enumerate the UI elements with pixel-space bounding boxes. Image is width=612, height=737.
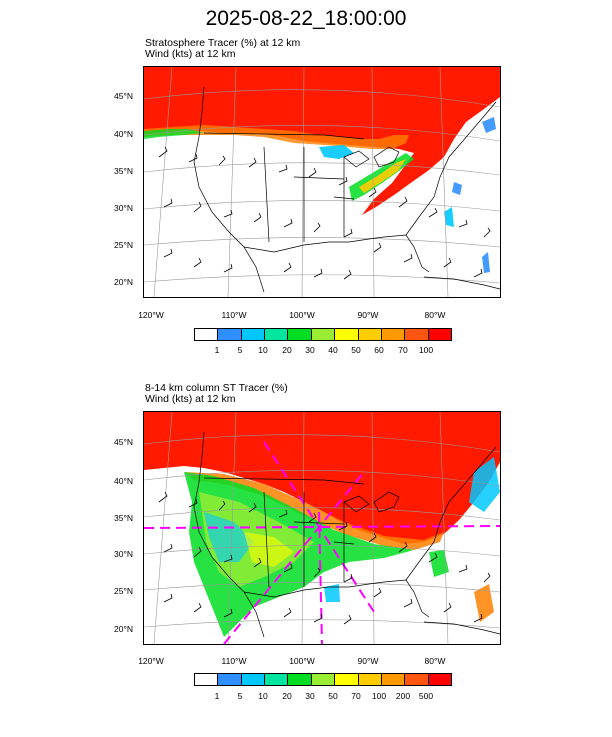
panel2-lat-30: 30°N	[114, 549, 133, 559]
panel1-title: Stratosphere Tracer (%) at 12 km Wind (k…	[145, 38, 300, 60]
panel1-title-line2: Wind (kts) at 12 km	[145, 48, 236, 60]
panel1-tracer-cyan-patch	[319, 145, 354, 159]
panel1-tracer-blue-south	[482, 252, 490, 273]
panel2-colorbar-swatch-7	[358, 674, 382, 685]
panel1-colorbar-swatch-2	[241, 329, 266, 340]
panel1-tracer-green	[144, 129, 204, 139]
panel1-colorbar-swatch-6	[335, 329, 359, 340]
panel2-colorbar-label: 1	[214, 691, 220, 701]
panel1-tracer-orange	[144, 125, 409, 149]
panel2-colorbar-label: 100	[371, 691, 387, 701]
panel1-colorbar-label: 70	[398, 345, 408, 355]
panel2-lon-90: 90°W	[357, 656, 379, 666]
panel1-lat-30: 30°N	[114, 203, 133, 213]
panel2-colorbar-swatch-10	[428, 674, 451, 685]
panel2-colorbar-label: 30	[305, 691, 315, 701]
panel2-colorbar-label: 200	[395, 691, 411, 701]
panel2-colorbar-label: 20	[282, 691, 292, 701]
panel2-colorbar-label: 70	[351, 691, 361, 701]
panel1-map	[143, 66, 501, 298]
panel1-colorbar-swatch-4	[288, 329, 312, 340]
panel1-colorbar-label: 60	[374, 345, 384, 355]
panel2-colorbar-swatch-9	[405, 674, 429, 685]
panel1-colorbar-label: 1	[214, 345, 220, 355]
panel2-colorbar-swatch-1	[218, 674, 242, 685]
panel1-tracer-streamer-yellow	[359, 159, 406, 193]
panel2-map	[143, 411, 501, 645]
panel1-colorbar-label: 20	[282, 345, 292, 355]
panel2-colorbar-swatch-2	[241, 674, 266, 685]
panel1-lon-110: 110°W	[221, 310, 247, 320]
panel1-lon-120: 120°W	[138, 310, 164, 320]
panel2-lon-100: 100°W	[289, 656, 315, 666]
panel2-title-line1: 8-14 km column ST Tracer (%)	[145, 382, 288, 394]
panel2-colorbar-label: 10	[258, 691, 268, 701]
panel2-section-lines	[144, 441, 500, 644]
panel2-colorbar	[194, 673, 452, 686]
panel2-colorbar-label: 5	[237, 691, 243, 701]
panel1-tracer-blue-patch	[452, 182, 462, 195]
panel1-colorbar-label: 5	[237, 345, 243, 355]
panel1-lat-35: 35°N	[114, 166, 133, 176]
panel1-colorbar-label: 10	[258, 345, 268, 355]
panel1-lon-80: 80°W	[424, 310, 446, 320]
panel2-colorbar-label: 50	[328, 691, 338, 701]
panel2-colorbar-swatch-8	[381, 674, 406, 685]
panel1-colorbar-swatch-7	[358, 329, 382, 340]
panel2-tracer-cyan-gulf	[324, 584, 340, 602]
panel1-colorbar-swatch-5	[311, 329, 336, 340]
panel1-lon-90: 90°W	[357, 310, 379, 320]
panel1-colorbar-swatch-8	[381, 329, 406, 340]
panel1-tracer-cyan-east	[444, 207, 454, 227]
panel2-tracer-cyan	[204, 512, 254, 562]
panel2-wind-barbs	[158, 491, 491, 625]
panel1-colorbar-label: 100	[418, 345, 434, 355]
panel2-graticule	[144, 412, 500, 644]
panel1-coastlines	[193, 86, 500, 293]
panel2-lon-110: 110°W	[221, 656, 247, 666]
panel2-colorbar-swatch-5	[311, 674, 336, 685]
panel2-lon-80: 80°W	[424, 656, 446, 666]
panel1-lat-40: 40°N	[114, 129, 133, 139]
panel2-tracer-orange-south	[474, 584, 494, 622]
panel1-lat-25: 25°N	[114, 240, 133, 250]
panel2-tracer-green-east	[429, 550, 449, 577]
panel2-lat-25: 25°N	[114, 586, 133, 596]
panel2-colorbar-swatch-0	[195, 674, 219, 685]
panel2-lat-45: 45°N	[114, 437, 133, 447]
panel2-title-line2: Wind (kts) at 12 km	[145, 393, 236, 405]
panel1-lat-45: 45°N	[114, 91, 133, 101]
panel2-tracer-yellow	[244, 532, 294, 567]
panel2-title: 8-14 km column ST Tracer (%) Wind (kts) …	[145, 383, 288, 405]
panel1-colorbar	[194, 328, 452, 341]
panel2-colorbar-label: 500	[418, 691, 434, 701]
panel2-coastlines	[193, 431, 500, 638]
panel1-title-line1: Stratosphere Tracer (%) at 12 km	[145, 37, 301, 49]
panel1-colorbar-swatch-9	[405, 329, 429, 340]
panel1-wind-barbs	[158, 146, 491, 280]
panel2-lat-40: 40°N	[114, 476, 133, 486]
panel1-colorbar-swatch-0	[195, 329, 219, 340]
panel1-colorbar-label: 40	[328, 345, 338, 355]
panel1-colorbar-swatch-1	[218, 329, 242, 340]
panel1-colorbar-swatch-10	[428, 329, 451, 340]
panel2-colorbar-swatch-3	[265, 674, 289, 685]
panel2-tracer-cyan-east	[469, 457, 500, 512]
main-title: 2025-08-22_18:00:00	[205, 7, 407, 30]
panel1-colorbar-swatch-3	[265, 329, 289, 340]
panel1-graticule	[144, 67, 500, 297]
panel2-lat-35: 35°N	[114, 513, 133, 523]
panel1-colorbar-label: 30	[305, 345, 315, 355]
panel1-lon-100: 100°W	[289, 310, 315, 320]
panel2-colorbar-swatch-6	[335, 674, 359, 685]
panel1-lat-20: 20°N	[114, 277, 133, 287]
panel1-colorbar-label: 50	[351, 345, 361, 355]
panel2-lon-120: 120°W	[138, 656, 164, 666]
panel2-colorbar-swatch-4	[288, 674, 312, 685]
panel2-lat-20: 20°N	[114, 624, 133, 634]
panel1-tracer-blue-patch2	[482, 117, 496, 133]
